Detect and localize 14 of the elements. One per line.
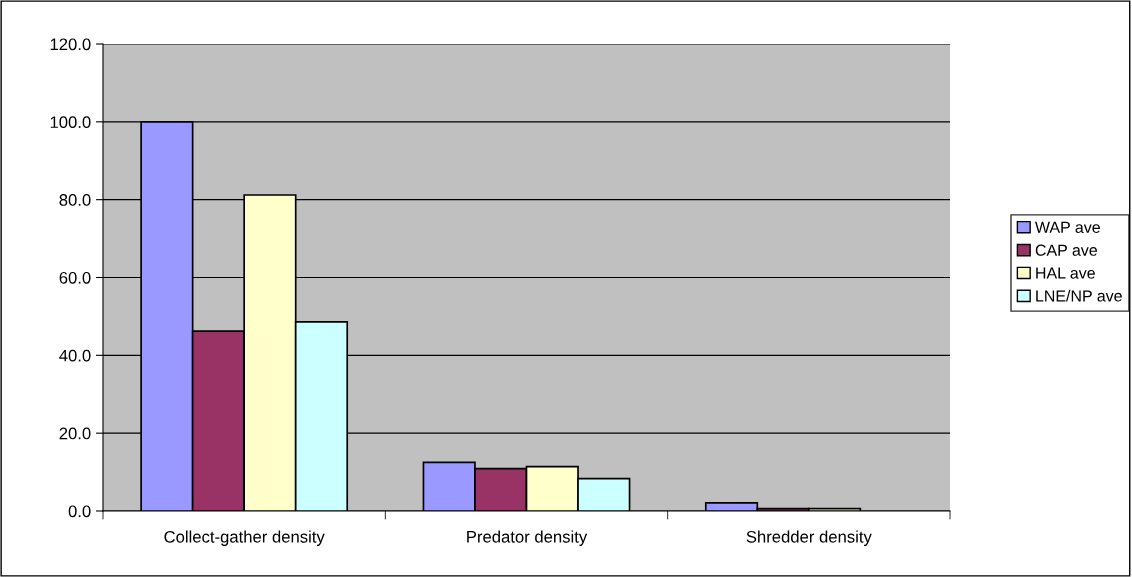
x-tick-label: Shredder density (746, 530, 872, 546)
y-tick-label: 20.0 (59, 427, 91, 440)
y-tick-label: 40.0 (59, 349, 91, 362)
legend-label: LNE/NP ave (1036, 289, 1122, 302)
y-tick-label: 0.0 (68, 505, 91, 518)
y-tick-label: 120.0 (50, 38, 91, 51)
y-tick-label: 100.0 (50, 116, 91, 129)
legend-label: WAP ave (1035, 221, 1100, 233)
x-tick-label: Collect-gather density (164, 530, 325, 546)
legend-label: CAP ave (1035, 244, 1097, 256)
y-tick-label: 60.0 (59, 271, 91, 284)
legend-label: HAL ave (1036, 267, 1095, 279)
x-tick-label: Predator density (467, 530, 588, 546)
y-tick-label: 80.0 (59, 194, 91, 206)
